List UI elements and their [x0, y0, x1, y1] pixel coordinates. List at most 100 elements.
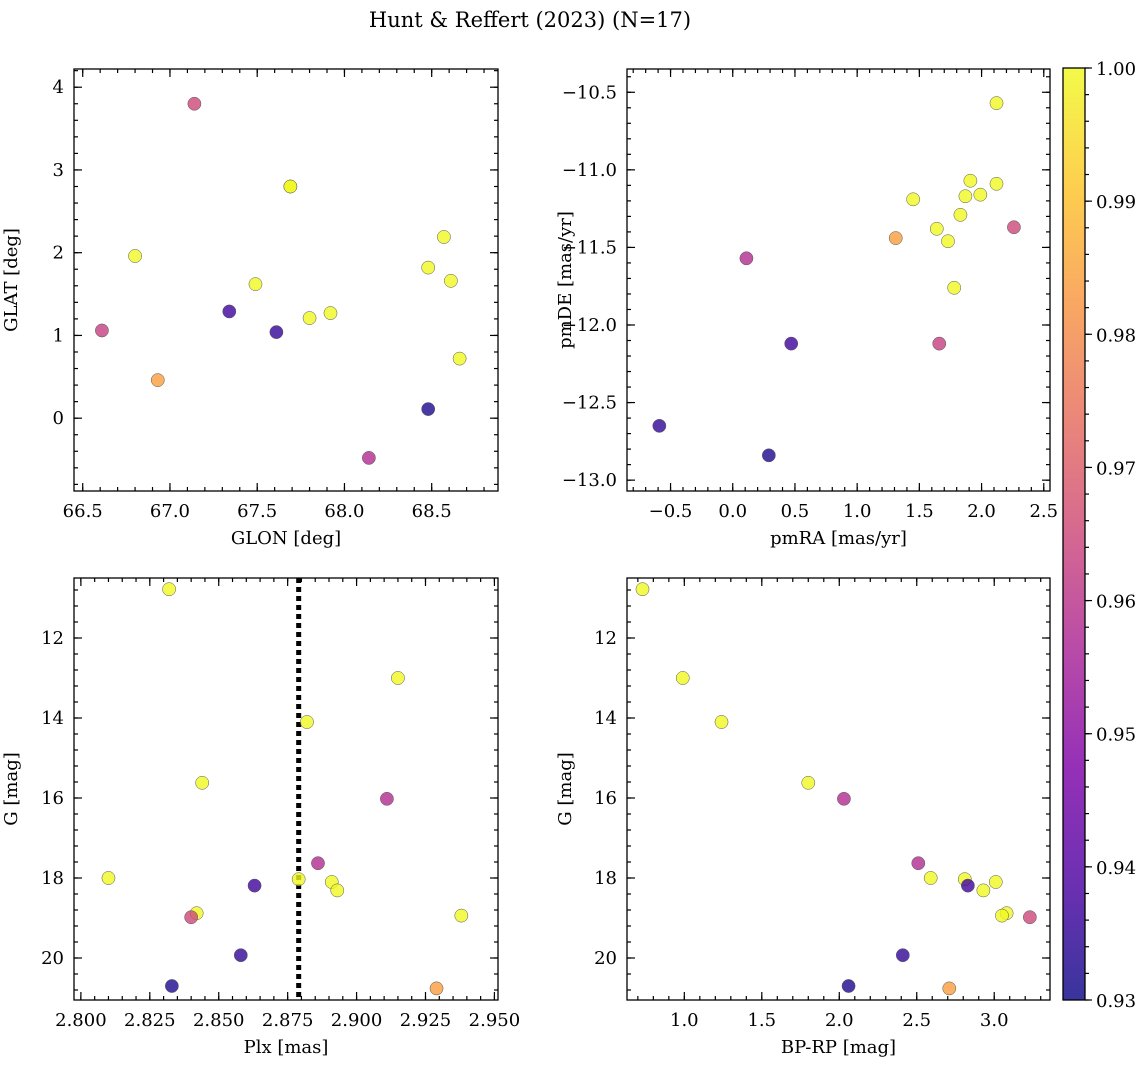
x-tick-label: 67.5: [237, 501, 277, 522]
scatter-point: [454, 908, 469, 923]
panel-cmd: 1.0 1.5 2.0 2.5 3.0 12 14 16 18 20 BP-RP [mag] G [m…: [555, 577, 1051, 1058]
x-tick-label: 3.0: [980, 1010, 1009, 1031]
scatter-point: [947, 280, 962, 295]
scatter-point: [988, 875, 1003, 889]
scatter-point: [841, 979, 856, 993]
scatter-point: [1007, 220, 1021, 235]
scatter-point: [1023, 910, 1037, 925]
scatter-point: [976, 883, 991, 898]
x-axis-label: GLON [deg]: [231, 528, 341, 549]
y-axis-label: pmDE [mas/yr]: [555, 211, 576, 349]
axes-frame: [626, 68, 1051, 492]
colorbar-tick-label: 0.93: [1096, 991, 1136, 1012]
y-axis-label: G [mag]: [555, 752, 576, 825]
x-tick-label: −0.5: [649, 501, 693, 522]
scatter-point: [380, 791, 394, 806]
x-tick-label: 1.0: [843, 501, 872, 522]
scatter-point: [961, 878, 975, 893]
y-tick-label: 3: [53, 160, 64, 181]
scatter-point: [739, 251, 754, 266]
x-tick-label: 67.0: [150, 501, 190, 522]
colorbar-tick-label: 0.99: [1096, 192, 1136, 213]
x-tick-label: 68.0: [324, 501, 364, 522]
colorbar-tick-label: 0.95: [1096, 725, 1136, 746]
colorbar-tick-label: 1.00: [1096, 59, 1136, 80]
y-tick-label: 16: [594, 788, 617, 809]
x-tick-label: 0.0: [718, 501, 747, 522]
y-tick-label: 20: [594, 948, 617, 969]
scatter-point: [248, 277, 263, 291]
y-tick-label: −11.0: [562, 160, 617, 181]
y-tick-label: 1: [53, 325, 64, 346]
x-tick-label: 66.5: [63, 501, 103, 522]
scatter-point: [269, 325, 284, 339]
x-tick-label: 2.0: [825, 1010, 854, 1031]
x-tick-label: 2.800: [55, 1010, 107, 1031]
x-tick-label: 2.5: [902, 1010, 931, 1031]
scatter-point: [150, 373, 165, 387]
scatter-point: [128, 249, 142, 263]
scatter-point: [801, 775, 816, 790]
scatter-point: [291, 872, 306, 887]
y-tick-label: 18: [594, 868, 617, 889]
scatter-point: [652, 418, 667, 433]
scatter-point: [837, 791, 851, 806]
x-tick-label: 2.0: [967, 501, 996, 522]
x-tick-label: 2.850: [193, 1010, 245, 1031]
scatter-point: [95, 323, 109, 338]
scatter-point: [323, 306, 338, 320]
scatter-point: [635, 582, 650, 597]
scatter-point: [888, 231, 903, 245]
x-tick-label: 2.875: [262, 1010, 314, 1031]
y-tick-label: 2: [53, 243, 64, 264]
x-tick-label: 1.5: [747, 1010, 776, 1031]
scatter-point: [162, 582, 176, 597]
scatter-point: [941, 234, 955, 249]
scatter-point: [195, 775, 210, 790]
scatter-point: [714, 715, 729, 729]
scatter-point: [929, 221, 944, 236]
colorbar-gradient: [1063, 68, 1085, 1000]
scatter-point: [942, 981, 957, 996]
scatter-point: [989, 96, 1004, 110]
x-axis-label: BP-RP [mag]: [781, 1037, 896, 1058]
scatter-point: [923, 871, 938, 885]
scatter-point: [184, 910, 199, 925]
scatter-point: [233, 948, 248, 963]
axes-frame: [626, 577, 1051, 1001]
scatter-point: [247, 878, 262, 893]
scatter-point: [302, 311, 317, 325]
y-tick-label: 12: [594, 628, 617, 649]
scatter-point: [311, 856, 325, 871]
y-tick-label: −11.5: [562, 237, 617, 258]
panel-glon-glat: 66.5 67.0 67.5 68.0 68.5 0 1 2 3 4 GLON [deg] GLAT …: [1, 68, 499, 549]
scatter-point: [444, 273, 458, 288]
scatter-point: [187, 96, 202, 111]
x-tick-label: 1.5: [905, 501, 934, 522]
scatter-point: [362, 451, 376, 465]
y-tick-label: 16: [41, 788, 64, 809]
y-axis-label: G [mag]: [1, 752, 22, 825]
y-tick-label: 14: [594, 708, 617, 729]
figure-title: Hunt & Reffert (2023) (N=17): [369, 8, 691, 32]
y-tick-label: −12.5: [562, 393, 617, 414]
y-tick-label: 4: [53, 77, 64, 98]
scatter-point: [222, 304, 237, 319]
colorbar-tick-label: 0.94: [1096, 858, 1136, 879]
y-tick-label: 20: [41, 948, 64, 969]
scatter-point: [895, 948, 910, 963]
y-tick-label: −10.5: [562, 82, 617, 103]
scatter-point: [953, 207, 968, 222]
x-axis-label: pmRA [mas/yr]: [770, 528, 907, 549]
axes-frame: [73, 577, 499, 1001]
scatter-point: [932, 336, 947, 351]
axes-frame: [73, 68, 499, 492]
scatter-point: [452, 351, 467, 366]
scatter-point: [906, 192, 920, 207]
scatter-point: [911, 856, 926, 871]
scatter-point: [283, 179, 298, 194]
x-tick-label: 2.825: [124, 1010, 176, 1031]
y-tick-label: −13.0: [562, 470, 617, 491]
y-tick-label: −12.0: [562, 315, 617, 336]
panel-pm: −0.5 0.0 0.5 1.0 1.5 2.0 2.5 −13.0 −12.5 −12.0 −11…: [555, 68, 1058, 549]
